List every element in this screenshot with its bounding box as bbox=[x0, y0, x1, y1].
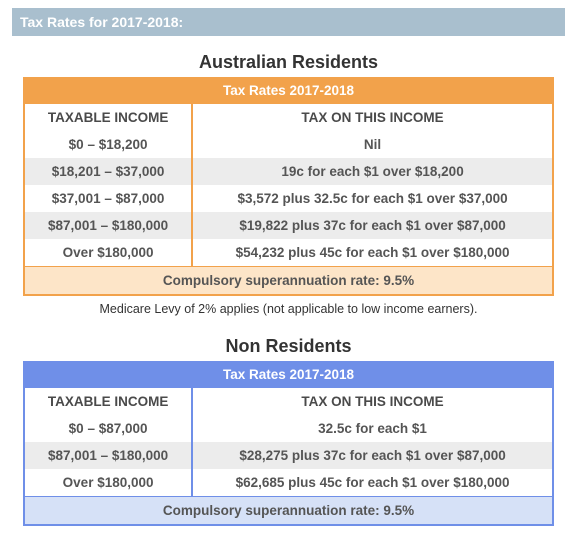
tax-cell: 19c for each $1 over $18,200 bbox=[192, 158, 553, 185]
table-row: $0 – $18,200 Nil bbox=[24, 131, 553, 158]
tax-cell: $54,232 plus 45c for each $1 over $180,0… bbox=[192, 239, 553, 267]
residents-subheading: Tax Rates 2017-2018 bbox=[24, 78, 553, 103]
nonresidents-col2-header: TAX ON THIS INCOME bbox=[192, 387, 553, 415]
table-row: $18,201 – $37,000 19c for each $1 over $… bbox=[24, 158, 553, 185]
medicare-levy-note: Medicare Levy of 2% applies (not applica… bbox=[12, 302, 565, 316]
tax-cell: $19,822 plus 37c for each $1 over $87,00… bbox=[192, 212, 553, 239]
table-row: Over $180,000 $62,685 plus 45c for each … bbox=[24, 469, 553, 497]
tax-cell: $62,685 plus 45c for each $1 over $180,0… bbox=[192, 469, 553, 497]
nonresidents-col1-header: TAXABLE INCOME bbox=[24, 387, 192, 415]
table-row: $87,001 – $180,000 $19,822 plus 37c for … bbox=[24, 212, 553, 239]
nonresidents-super-rate: Compulsory superannuation rate: 9.5% bbox=[24, 497, 553, 526]
residents-footer-row: Compulsory superannuation rate: 9.5% bbox=[24, 267, 553, 296]
bracket-cell: $0 – $87,000 bbox=[24, 415, 192, 442]
residents-super-rate: Compulsory superannuation rate: 9.5% bbox=[24, 267, 553, 296]
bracket-cell: Over $180,000 bbox=[24, 469, 192, 497]
table-row: Over $180,000 $54,232 plus 45c for each … bbox=[24, 239, 553, 267]
nonresidents-footer-row: Compulsory superannuation rate: 9.5% bbox=[24, 497, 553, 526]
bracket-cell: $37,001 – $87,000 bbox=[24, 185, 192, 212]
residents-col1-header: TAXABLE INCOME bbox=[24, 103, 192, 131]
nonresidents-tax-table: Tax Rates 2017-2018 TAXABLE INCOME TAX O… bbox=[23, 361, 554, 526]
tax-cell: $3,572 plus 32.5c for each $1 over $37,0… bbox=[192, 185, 553, 212]
tax-cell: 32.5c for each $1 bbox=[192, 415, 553, 442]
bracket-cell: $87,001 – $180,000 bbox=[24, 442, 192, 469]
bracket-cell: Over $180,000 bbox=[24, 239, 192, 267]
page-title-bar: Tax Rates for 2017-2018: bbox=[12, 8, 565, 36]
nonresidents-heading: Non Residents bbox=[12, 336, 565, 357]
bracket-cell: $0 – $18,200 bbox=[24, 131, 192, 158]
residents-heading: Australian Residents bbox=[12, 52, 565, 73]
table-row: $0 – $87,000 32.5c for each $1 bbox=[24, 415, 553, 442]
bracket-cell: $18,201 – $37,000 bbox=[24, 158, 192, 185]
bracket-cell: $87,001 – $180,000 bbox=[24, 212, 192, 239]
tax-cell: Nil bbox=[192, 131, 553, 158]
table-row: $87,001 – $180,000 $28,275 plus 37c for … bbox=[24, 442, 553, 469]
residents-tax-table: Tax Rates 2017-2018 TAXABLE INCOME TAX O… bbox=[23, 77, 554, 296]
tax-cell: $28,275 plus 37c for each $1 over $87,00… bbox=[192, 442, 553, 469]
residents-col2-header: TAX ON THIS INCOME bbox=[192, 103, 553, 131]
nonresidents-subheading: Tax Rates 2017-2018 bbox=[24, 362, 553, 387]
table-row: $37,001 – $87,000 $3,572 plus 32.5c for … bbox=[24, 185, 553, 212]
